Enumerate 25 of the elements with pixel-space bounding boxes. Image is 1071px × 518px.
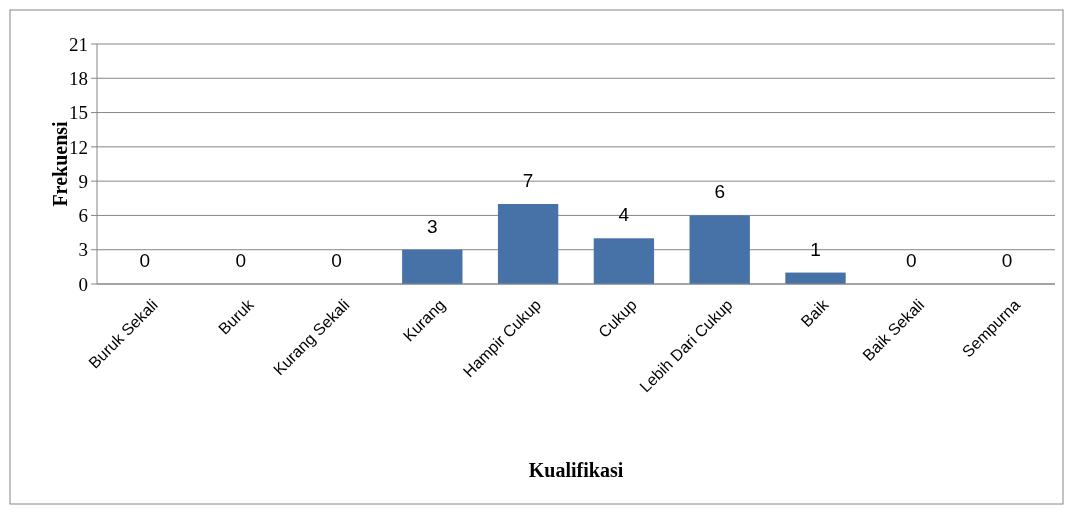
data-label: 0 xyxy=(331,250,342,271)
data-label: 6 xyxy=(714,181,725,203)
x-axis-title: Kualifikasi xyxy=(528,459,624,481)
bar xyxy=(402,249,463,284)
data-label: 1 xyxy=(810,238,821,260)
y-tick-label: 3 xyxy=(78,239,88,261)
y-tick-label: 9 xyxy=(78,170,88,192)
x-tick-label: Baik xyxy=(797,295,833,331)
bar xyxy=(689,215,750,284)
y-tick-label: 12 xyxy=(69,136,88,158)
bar xyxy=(497,204,559,284)
data-label: 4 xyxy=(618,204,630,226)
y-axis-title: Frekuensi xyxy=(49,120,71,207)
y-tick-label: 0 xyxy=(78,273,88,295)
data-label: 3 xyxy=(427,215,438,237)
bar xyxy=(593,238,655,284)
y-tick-label: 18 xyxy=(69,67,88,89)
data-label: 0 xyxy=(1001,250,1013,271)
y-tick-label: 15 xyxy=(69,102,88,124)
data-label: 0 xyxy=(139,250,151,271)
data-label: 0 xyxy=(906,250,917,271)
data-label: 0 xyxy=(235,250,246,271)
y-tick-label: 21 xyxy=(69,33,88,55)
y-tick-label: 6 xyxy=(78,205,88,227)
data-label: 7 xyxy=(522,170,534,191)
